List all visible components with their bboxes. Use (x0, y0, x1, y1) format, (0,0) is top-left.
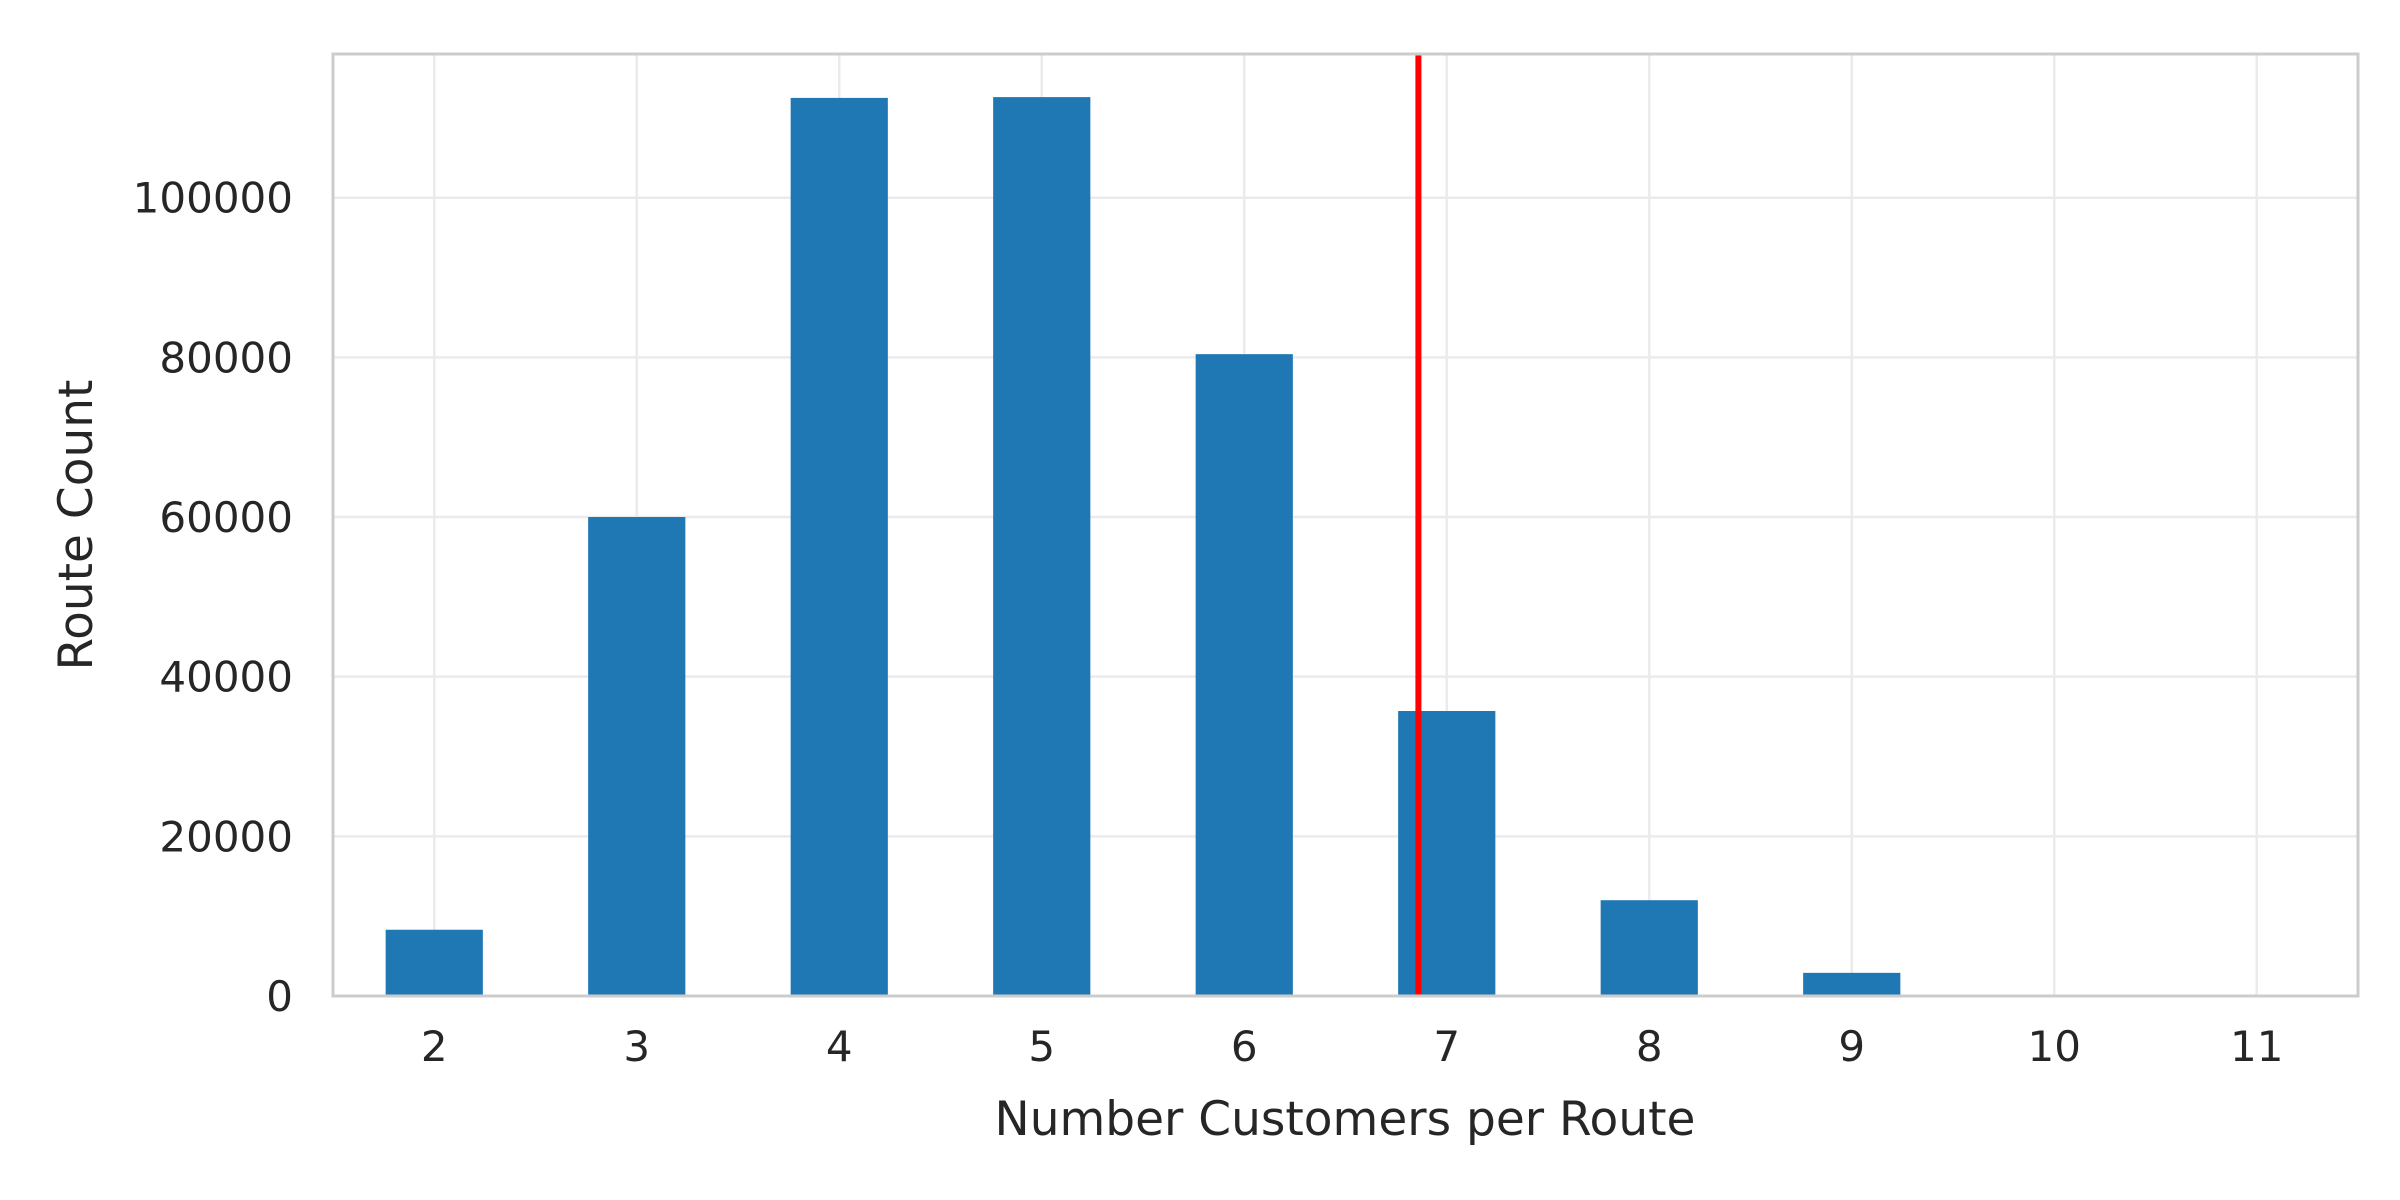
y-tick-labels: 0 20000 40000 60000 80000 100000 (133, 174, 293, 1021)
y-tick-label: 20000 (159, 812, 293, 861)
bar (385, 929, 483, 996)
x-tick-labels: 2 3 4 5 6 7 8 9 10 11 (421, 1022, 2284, 1071)
x-tick-label: 7 (1433, 1022, 1460, 1071)
x-tick-label: 10 (2028, 1022, 2081, 1071)
y-tick-label: 0 (266, 972, 293, 1021)
bar (1803, 972, 1901, 996)
x-tick-label: 3 (623, 1022, 650, 1071)
y-tick-label: 80000 (159, 333, 293, 382)
bar (993, 97, 1091, 997)
x-tick-label: 5 (1028, 1022, 1055, 1071)
bars (385, 97, 2306, 997)
bar (1398, 711, 1496, 996)
bar (1195, 354, 1293, 996)
x-tick-label: 6 (1231, 1022, 1258, 1071)
y-tick-label: 60000 (159, 493, 293, 542)
x-tick-label: 2 (421, 1022, 448, 1071)
plot-frame (331, 52, 2360, 998)
y-tick-label: 100000 (133, 174, 293, 223)
bar (1600, 900, 1698, 996)
bar (790, 97, 888, 996)
x-axis-label: Number Customers per Route (995, 1092, 1696, 1147)
x-tick-label: 9 (1838, 1022, 1865, 1071)
bar (588, 517, 686, 996)
x-tick-label: 4 (826, 1022, 853, 1071)
y-tick-label: 40000 (159, 653, 293, 702)
y-axis-label: Route Count (49, 380, 104, 671)
x-tick-label: 11 (2230, 1022, 2283, 1071)
x-tick-label: 8 (1636, 1022, 1663, 1071)
